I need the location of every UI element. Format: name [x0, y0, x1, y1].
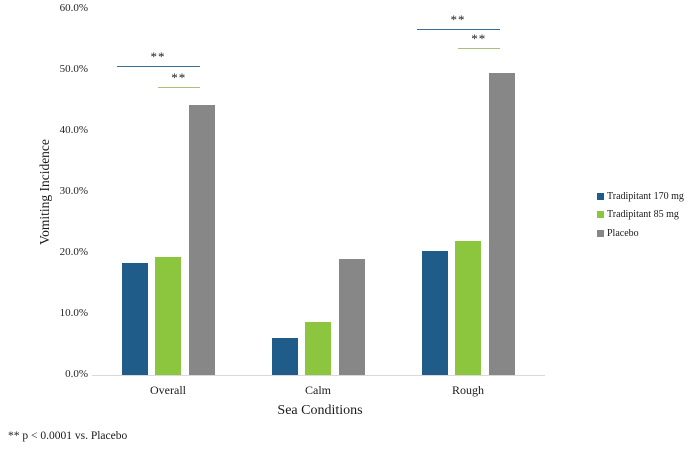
significance-line	[116, 65, 200, 67]
legend-label: Placebo	[607, 227, 639, 239]
y-tick-label: 20.0%	[59, 246, 88, 258]
significance-asterisks: **	[450, 12, 466, 28]
bar-tradipitant-85-mg-rough	[455, 241, 481, 375]
bar-placebo-rough	[488, 73, 515, 375]
bar-tradipitant-85-mg-calm	[305, 321, 331, 375]
legend-item-tradipitant-85-mg: Tradipitant 85 mg	[597, 209, 684, 221]
y-tick-label: 30.0%	[59, 185, 88, 197]
bar-tradipitant-170-mg-calm	[271, 338, 298, 375]
legend-color-swatch	[597, 192, 604, 200]
significance-asterisks: **	[471, 31, 487, 47]
x-axis-line	[92, 375, 545, 376]
y-tick-label: 0.0%	[65, 368, 88, 380]
significance-line	[158, 87, 200, 89]
legend-color-swatch	[597, 211, 604, 218]
y-tick-label: 60.0%	[59, 2, 88, 14]
y-tick-label: 40.0%	[59, 124, 88, 136]
bar-tradipitant-170-mg-rough	[421, 251, 448, 375]
legend-item-placebo: Placebo	[597, 227, 684, 239]
significance-asterisks: **	[150, 48, 166, 64]
x-axis-title: Sea Conditions	[277, 403, 363, 418]
legend-color-swatch	[597, 229, 604, 237]
legend-label: Tradipitant 85 mg	[607, 209, 679, 220]
legend-item-tradipitant-170-mg: Tradipitant 170 mg	[597, 190, 684, 202]
y-tick-label: 50.0%	[59, 63, 88, 75]
bar-placebo-calm	[338, 259, 365, 375]
category-label-overall: Overall	[150, 383, 186, 397]
category-label-rough: Rough	[451, 383, 484, 397]
legend-label: Tradipitant 170 mg	[607, 190, 684, 202]
y-tick-label: 10.0%	[59, 307, 88, 319]
bar-placebo-overall	[188, 104, 215, 375]
legend: Tradipitant 170 mg Tradipitant 85 mg Place…	[597, 190, 684, 246]
significance-line	[458, 48, 500, 50]
significance-line	[416, 29, 500, 31]
significance-asterisks: **	[171, 70, 187, 86]
category-label-calm: Calm	[305, 383, 331, 397]
bar-tradipitant-170-mg-overall	[121, 262, 148, 375]
bar-tradipitant-85-mg-overall	[155, 256, 181, 375]
significance-footnote: ** p < 0.0001 vs. Placebo	[8, 430, 128, 442]
